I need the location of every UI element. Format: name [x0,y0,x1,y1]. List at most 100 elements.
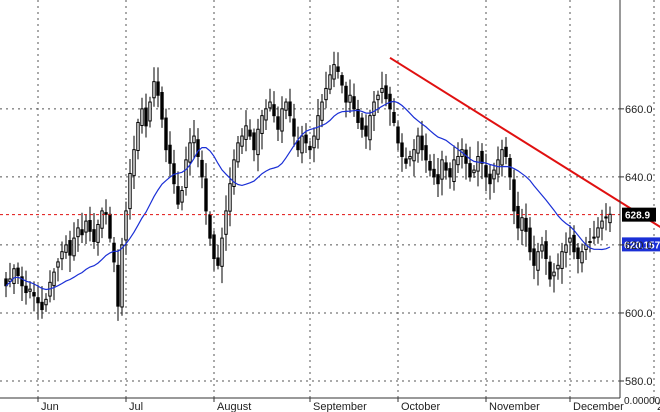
candle-body [268,101,272,109]
moving-average-badge [622,237,660,252]
candle-body [240,135,244,147]
candle-body [432,168,436,178]
candle-body [168,144,172,164]
candle-body [340,75,344,86]
candle-body [384,85,388,100]
candle-body [176,186,180,205]
candle-body [64,244,68,253]
y-tick-label: 620.0 [625,240,653,252]
x-tick-label: November [489,401,540,412]
y-tick-label: 640.0 [625,172,653,184]
candle-body [412,149,416,162]
current-price-badge [622,207,656,222]
candle-body [488,173,492,185]
candle-body [504,146,508,157]
candle-body [492,169,496,180]
candle-body [452,159,456,183]
candle-body [400,142,404,157]
candle-body [536,251,540,271]
candle-body [104,212,108,215]
candle-body [416,135,420,154]
candle-body [140,108,144,127]
candle-body [544,241,548,260]
x-tick-label: 2017 [657,401,660,412]
candle-body [124,210,128,241]
candle-body [320,101,324,121]
candle-body [564,244,568,253]
candle-body [396,126,400,144]
candle-body [556,264,560,270]
candle-body [28,288,32,292]
candle-body [208,214,212,239]
candle-body [284,101,288,111]
candle-body [72,237,76,257]
candle-body [296,140,300,151]
candle-body [424,145,428,161]
candle-body [212,234,216,260]
candle-body [336,66,340,72]
candle-body [348,94,352,103]
candle-body [200,159,204,178]
candle-body [224,210,228,235]
candle-body [20,276,24,287]
labels: 600.0 620.0 640.0 660.0 580.0 Jun Jul August Sep… [41,104,660,412]
candle-body [516,205,520,229]
y-tick-label: 660.0 [625,104,653,116]
candle-body [304,134,308,144]
candle-body [116,264,120,307]
candle-body [232,159,236,187]
candle-body [256,128,260,156]
candle-body [420,135,424,151]
candle-body [80,229,84,236]
candle-body [148,101,152,122]
candle-body [244,125,248,140]
candle-body [524,217,528,232]
candle-body [512,179,516,212]
candle-body [120,244,124,308]
candle-body [308,145,312,151]
candle-body [204,178,208,212]
candle-body [600,220,604,229]
candle-body [144,107,148,127]
current-price-label: 628.9 [625,211,650,222]
candle-body [576,247,580,260]
x-tick-label: Jul [129,401,143,412]
candle-body [96,224,100,243]
candle-body [468,163,472,178]
candle-body [136,121,140,152]
candle-body [568,237,572,243]
candle-body [76,227,80,238]
candle-body [288,101,292,117]
candle-body [532,248,536,266]
candle-body [520,217,524,231]
candle-body [588,241,592,244]
candle-body [216,257,220,266]
candle-body [448,168,452,178]
candle-body [248,129,252,137]
x-tick-label: August [217,401,251,412]
candle-body [68,240,72,256]
y-tick-label: 580.0 [625,376,653,388]
candle-body [476,155,480,172]
candle-body [592,236,596,239]
candle-body [580,251,584,264]
candle-body [380,87,384,93]
candle-body [192,135,196,144]
candle-body [472,169,476,174]
candle-body [180,189,184,203]
candle-body [16,267,20,277]
candle-body [12,268,16,284]
candle-body [272,104,276,117]
candle-body [604,216,608,219]
candle-body [160,92,164,120]
candle-body [128,172,132,210]
candle-body [456,155,460,166]
candle-body [52,271,56,287]
candle-body [4,278,8,287]
moving-average-label: 620.157 [624,240,660,251]
candle-body [596,227,600,238]
candle-body [484,165,488,178]
candle-body [360,117,364,130]
candle-body [356,108,360,123]
candle-body [196,139,200,157]
